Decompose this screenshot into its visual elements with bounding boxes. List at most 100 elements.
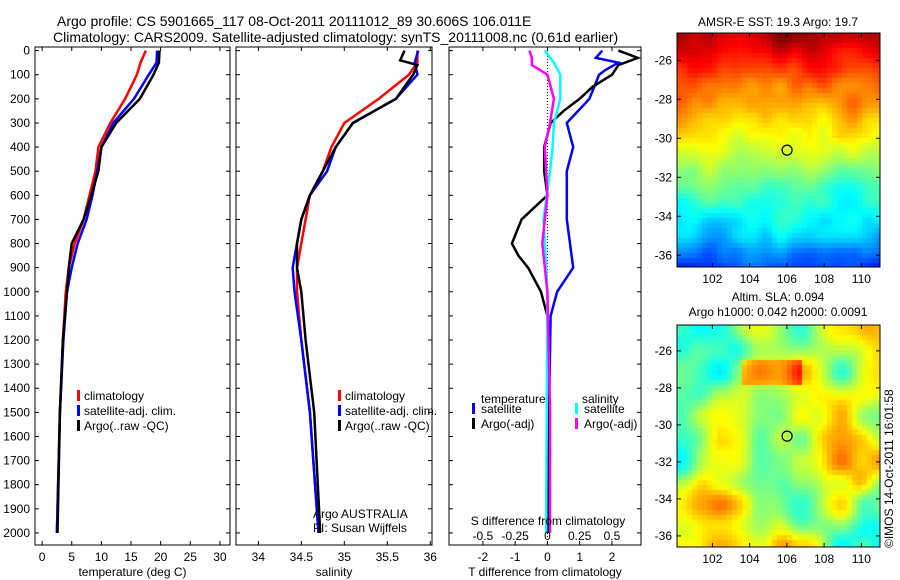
- legend-label: satellite-adj. clim.: [84, 404, 176, 418]
- legend-swatch: [77, 405, 80, 416]
- map-lat-label: -36: [655, 529, 673, 543]
- map-lon-label: 106: [777, 272, 797, 286]
- legend-label: satellite: [481, 402, 522, 416]
- y-tick-label: 1900: [3, 502, 30, 516]
- map-lat-label: -32: [655, 170, 673, 184]
- x-tick-label: 25: [184, 550, 198, 564]
- x-tick-label: 5: [68, 550, 75, 564]
- x-tick-label: 20: [154, 550, 168, 564]
- y-tick-label: 1100: [4, 309, 30, 323]
- series-line-salinity-argo-adj-: [528, 50, 556, 533]
- y-tick-label: 800: [10, 237, 30, 251]
- map-lat-label: -28: [655, 92, 673, 106]
- argo-location-marker: [781, 144, 793, 156]
- plot-frame-salinity: [235, 46, 433, 546]
- map-lon-label: 104: [740, 272, 760, 286]
- map-lat-label: -28: [655, 381, 673, 395]
- x-tick-label: 1: [576, 550, 583, 564]
- sst-map-image: [677, 33, 880, 267]
- legend-swatch: [338, 405, 341, 416]
- y-tick-label: 1300: [3, 357, 30, 371]
- annotation-pi: PI: Susan Wijffels: [313, 521, 407, 535]
- map-lon-label: 106: [777, 552, 797, 566]
- y-tick-label: 300: [10, 116, 30, 130]
- sla-map-title-2: Argo h1000: 0.042 h2000: 0.0091: [689, 305, 868, 319]
- y-tick-label: 100: [10, 68, 30, 82]
- legend-label: climatology: [84, 389, 144, 403]
- sla-map-image: [677, 325, 880, 547]
- map-lat-label: -26: [655, 344, 673, 358]
- x2-tick-label: 0: [544, 529, 551, 543]
- legend-label: Argo(-adj): [584, 417, 637, 431]
- sla-map-title-1: Altim. SLA: 0.094: [732, 290, 825, 304]
- y-tick-label: 1700: [3, 454, 30, 468]
- y-tick-label: 1200: [3, 333, 30, 347]
- title-line-1: Argo profile: CS 5901665_117 08-Oct-2011…: [57, 13, 532, 29]
- x2-tick-label: -0.5: [473, 529, 494, 543]
- legend-group-salinity: salinity: [582, 392, 619, 406]
- map-lat-label: -30: [655, 131, 673, 145]
- argo-location-marker: [781, 430, 793, 442]
- sst-map-title: AMSR-E SST: 19.3 Argo: 19.7: [698, 15, 858, 29]
- x2-tick-label: 0.25: [568, 529, 592, 543]
- legend-label: climatology: [345, 389, 405, 403]
- legend-swatch: [472, 403, 475, 414]
- x-tick-label: 30: [213, 550, 227, 564]
- map-lon-label: 110: [852, 272, 871, 286]
- y-tick-label: 0: [23, 44, 30, 58]
- map-lon-label: 108: [814, 272, 834, 286]
- legend-label: Argo(..raw -QC): [345, 419, 430, 433]
- x-tick-label: 35: [338, 550, 352, 564]
- series-line-argo-raw-qc-: [56, 50, 161, 533]
- y-tick-label: 1800: [3, 478, 30, 492]
- map-lon-label: 102: [702, 552, 722, 566]
- x2-tick-label: 0.5: [604, 529, 621, 543]
- imos-timestamp: ©IMOS 14-Oct-2011 16:01:58: [882, 389, 896, 548]
- x-axis-label: temperature (deg C): [78, 565, 186, 579]
- legend-swatch: [77, 390, 80, 401]
- legend-label: satellite: [584, 402, 625, 416]
- x-tick-label: 35.5: [376, 550, 400, 564]
- x-axis-label: salinity: [316, 565, 353, 579]
- legend-swatch: [472, 418, 475, 429]
- legend-label: satellite-adj. clim.: [345, 404, 437, 418]
- map-lon-label: 108: [814, 552, 834, 566]
- plot-frame-differences: [448, 46, 642, 546]
- map-lat-label: -26: [655, 53, 673, 67]
- legend-swatch: [575, 403, 578, 414]
- x-tick-label: 34.5: [290, 550, 314, 564]
- x-tick-label: -1: [510, 550, 521, 564]
- legend-label: Argo(..raw -QC): [84, 419, 169, 433]
- x-tick-label: -2: [478, 550, 489, 564]
- map-lat-label: -34: [655, 209, 673, 223]
- y-tick-label: 1600: [3, 429, 30, 443]
- x-tick-label: 2: [609, 550, 616, 564]
- x-tick-label: 10: [95, 550, 109, 564]
- x-tick-label: 36: [424, 550, 438, 564]
- x-axis-label: T difference from climatology: [468, 565, 622, 579]
- y-tick-label: 1400: [3, 381, 30, 395]
- legend-swatch: [338, 420, 341, 431]
- y-tick-label: 600: [10, 188, 30, 202]
- y-tick-label: 200: [10, 92, 30, 106]
- x2-tick-label: -0.25: [501, 529, 529, 543]
- map-lon-label: 102: [702, 272, 722, 286]
- legend-swatch: [338, 390, 341, 401]
- x-tick-label: 0: [544, 550, 551, 564]
- map-lon-label: 104: [740, 552, 760, 566]
- y-tick-label: 1000: [3, 285, 30, 299]
- legend-group-temperature: temperature: [481, 392, 546, 406]
- map-lon-label: 110: [852, 552, 871, 566]
- title-line-2: Climatology: CARS2009. Satellite-adjuste…: [53, 29, 619, 45]
- y-tick-label: 2000: [3, 526, 30, 540]
- x2-axis-label: S difference from climatology: [471, 514, 626, 528]
- x-tick-label: 15: [124, 550, 138, 564]
- legend-swatch: [575, 418, 578, 429]
- legend-label: Argo(-adj): [481, 417, 534, 431]
- map-lat-label: -34: [655, 492, 673, 506]
- y-tick-label: 1500: [3, 405, 30, 419]
- map-lat-label: -30: [655, 418, 673, 432]
